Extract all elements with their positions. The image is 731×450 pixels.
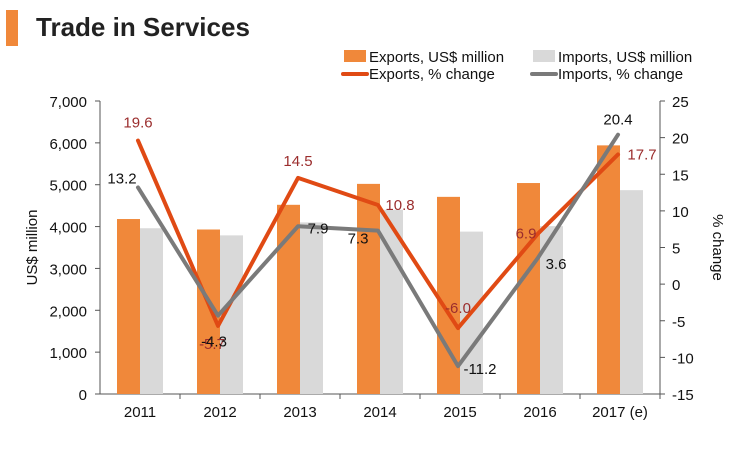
exports-bar (517, 183, 540, 394)
imports-bar (540, 226, 563, 394)
x-tick-label: 2011 (124, 404, 156, 421)
x-tick-label: 2013 (283, 404, 316, 421)
left-tick-label: 4,000 (49, 220, 87, 237)
legend-exports-bar-swatch (344, 50, 366, 62)
exports-pct-data-label: 6.9 (516, 226, 537, 243)
right-tick-label: 0 (672, 277, 680, 294)
y-axis-right-title: % change (709, 214, 726, 281)
imports-pct-data-label: 7.3 (348, 231, 369, 248)
y-axis-title: US$ million (24, 210, 41, 286)
imports-pct-data-label: -4.3 (201, 334, 227, 351)
right-tick-label: 25 (672, 94, 689, 111)
legend-exports-bar-label: Exports, US$ million (369, 49, 504, 66)
imports-bar (300, 222, 323, 394)
legend-imports-line-label: Imports, % change (558, 66, 683, 83)
x-tick-label: 2012 (203, 404, 236, 421)
exports-pct-data-label: 17.7 (627, 146, 656, 163)
imports-pct-data-label: 3.6 (546, 256, 567, 273)
chart-title: Trade in Services (36, 12, 250, 42)
imports-pct-data-label: 20.4 (603, 112, 632, 129)
imports-bar (620, 190, 643, 394)
legend-imports-bar-swatch (533, 50, 555, 62)
x-tick-label: 2015 (443, 404, 476, 421)
exports-bar (437, 196, 460, 394)
x-tick-label: 2014 (363, 404, 396, 421)
x-tick-label: 2016 (523, 404, 556, 421)
exports-pct-data-label: 19.6 (123, 115, 152, 132)
left-tick-label: 6,000 (49, 136, 87, 153)
exports-bar (117, 219, 140, 394)
right-tick-label: -10 (672, 350, 694, 367)
x-tick-label: 2017 (e) (592, 404, 648, 421)
imports-bar (220, 235, 243, 394)
left-tick-label: 7,000 (49, 94, 87, 111)
right-tick-label: 20 (672, 131, 689, 148)
exports-pct-line (136, 138, 620, 331)
left-tick-label: 2,000 (49, 303, 87, 320)
imports-pct-data-label: -11.2 (463, 361, 496, 378)
right-tick-label: 5 (672, 241, 680, 258)
left-tick-label: 0 (79, 387, 87, 404)
left-tick-label: 3,000 (49, 261, 87, 278)
title-accent-bar (6, 10, 18, 46)
imports-bar (140, 228, 163, 394)
imports-pct-line (136, 132, 620, 369)
exports-bar (597, 145, 620, 394)
exports-bar (197, 229, 220, 394)
legend-exports-line-label: Exports, % change (369, 66, 495, 83)
imports-bar (380, 209, 403, 394)
exports-pct-data-label: -5.7 (199, 336, 225, 353)
exports-pct-data-label: -6.0 (445, 300, 471, 317)
right-tick-label: -5 (672, 314, 685, 331)
legend-imports-bar-label: Imports, US$ million (558, 49, 692, 66)
right-tick-label: 10 (672, 204, 689, 221)
imports-pct-data-label: 13.2 (107, 170, 136, 187)
exports-bar (357, 183, 380, 394)
exports-pct-data-label: 10.8 (385, 197, 414, 214)
right-tick-label: 15 (672, 167, 689, 184)
right-tick-label: -15 (672, 387, 694, 404)
exports-bar (277, 204, 300, 394)
imports-pct-data-label: 7.9 (308, 220, 329, 237)
exports-pct-data-label: 14.5 (283, 153, 312, 170)
left-tick-label: 1,000 (49, 345, 87, 362)
left-tick-label: 5,000 (49, 178, 87, 195)
